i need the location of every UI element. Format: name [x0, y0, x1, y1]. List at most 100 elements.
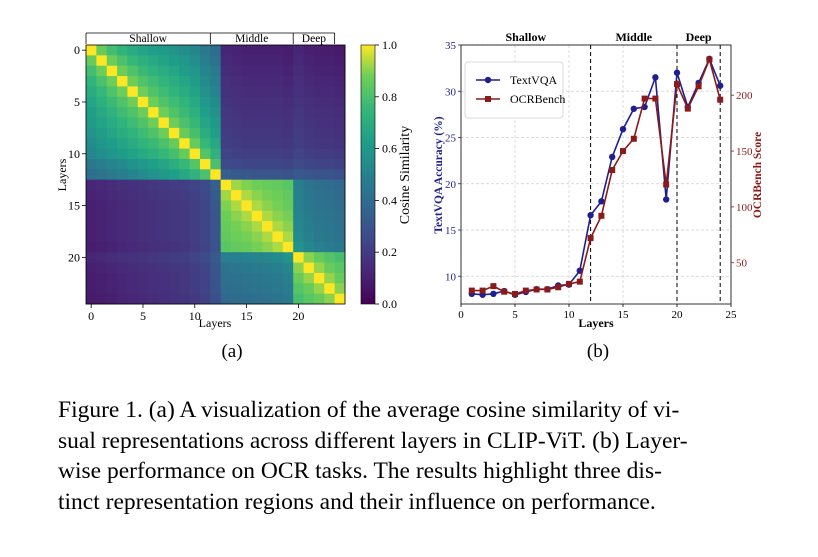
heatmap-cell [210, 107, 222, 118]
heatmap-cell [189, 169, 201, 181]
heatmap-cell [251, 169, 263, 181]
line-chart-ytick-left-label: 30 [445, 86, 457, 98]
heatmap-cell [199, 210, 211, 222]
heatmap-cell [117, 221, 128, 232]
heatmap-cell [86, 148, 97, 160]
heatmap-cell [189, 262, 201, 274]
heatmap-cell [334, 86, 346, 98]
heatmap-cell [210, 231, 222, 243]
heatmap-cell [148, 45, 159, 56]
heatmap-cell [199, 241, 211, 253]
heatmap-cell [334, 231, 346, 243]
heatmap-cell [293, 117, 304, 129]
heatmap-cell [334, 252, 346, 263]
heatmap-cell [96, 272, 108, 284]
heatmap-cell [324, 293, 336, 305]
line-chart-series [468, 55, 724, 298]
heatmap-cell [137, 262, 149, 274]
heatmap-cell [179, 127, 190, 139]
heatmap-cell [148, 231, 159, 243]
heatmap-cell [86, 76, 97, 87]
heatmap-cell [334, 45, 346, 56]
heatmap-cell [231, 231, 242, 243]
colorbar-tick-label: 0.4 [382, 193, 397, 207]
heatmap-cell [96, 179, 108, 191]
heatmap-cell [272, 210, 284, 222]
legend-label-ocrbench: OCRBench [510, 92, 565, 106]
line-chart-ylabel-right: OCRBench Score [752, 132, 764, 218]
heatmap-cell [272, 221, 284, 232]
heatmap-cell [262, 252, 273, 263]
heatmap-cell [282, 45, 294, 56]
heatmap-cell [303, 138, 315, 149]
heatmap-cell [210, 127, 222, 139]
heatmap-cell [189, 241, 201, 253]
heatmap-cell [282, 252, 294, 263]
heatmap-cell [251, 117, 263, 129]
heatmap-cell [313, 65, 325, 77]
heatmap-cell [262, 148, 273, 160]
heatmap-cell [324, 252, 336, 263]
heatmap-cell [241, 45, 253, 56]
heatmap-cell [210, 117, 222, 129]
data-point-textvqa [598, 198, 605, 205]
heatmap-cell [324, 190, 336, 201]
heatmap-cell [334, 200, 346, 212]
heatmap-cell [179, 231, 190, 243]
heatmap-cell [293, 127, 304, 139]
heatmap-cell [210, 241, 222, 253]
heatmap-cell [96, 117, 108, 129]
heatmap-cell [313, 76, 325, 87]
heatmap-cell [334, 283, 346, 295]
line-chart-xtick-label: 20 [672, 309, 684, 321]
heatmap-cell [189, 293, 201, 305]
heatmap-cell [324, 231, 336, 243]
heatmap-cell [303, 272, 315, 284]
heatmap-cell [158, 283, 170, 295]
heatmap-cell [210, 179, 222, 191]
line-chart-xtick-label: 5 [512, 309, 518, 321]
heatmap-cell [272, 65, 284, 77]
heatmap-cell [127, 210, 139, 222]
heatmap-cell [158, 96, 170, 108]
heatmap-cell [168, 86, 180, 98]
heatmap-cell [334, 96, 346, 108]
heatmap-cell [199, 190, 211, 201]
heatmap-cell [179, 200, 190, 212]
heatmap-cell [220, 210, 232, 222]
heatmap-cell [262, 138, 273, 149]
heatmap-cell [324, 272, 336, 284]
heatmap-cell [117, 190, 128, 201]
heatmap-cell [241, 107, 253, 118]
heatmap-xtick-label: 0 [88, 309, 94, 323]
heatmap-cell [262, 117, 273, 129]
heatmap-cell [220, 190, 232, 201]
heatmap-cell [158, 169, 170, 181]
heatmap-cell [210, 55, 222, 67]
heatmap-cell [189, 117, 201, 129]
heatmap-cell [313, 241, 325, 253]
heatmap-cell [106, 179, 118, 191]
heatmap-cell [293, 241, 304, 253]
heatmap-cell [241, 76, 253, 87]
heatmap-cell [313, 127, 325, 139]
heatmap-cell [303, 169, 315, 181]
heatmap-cell [231, 293, 242, 305]
heatmap-cell [127, 138, 139, 149]
heatmap-cell [220, 96, 232, 108]
heatmap-cell [137, 138, 149, 149]
heatmap-cell [303, 76, 315, 87]
heatmap-cell [137, 158, 149, 170]
heatmap-cell [137, 107, 149, 118]
heatmap-cell [168, 241, 180, 253]
heatmap-cell [199, 293, 211, 305]
heatmap-cell [106, 283, 118, 295]
heatmap-cell [148, 86, 159, 98]
heatmap-cell [189, 272, 201, 284]
heatmap-cell [199, 45, 211, 56]
heatmap-cell [86, 210, 97, 222]
heatmap-cell [220, 200, 232, 212]
heatmap-cell [293, 293, 304, 305]
heatmap-ytick-label: 20 [68, 250, 80, 264]
heatmap-cell [272, 86, 284, 98]
